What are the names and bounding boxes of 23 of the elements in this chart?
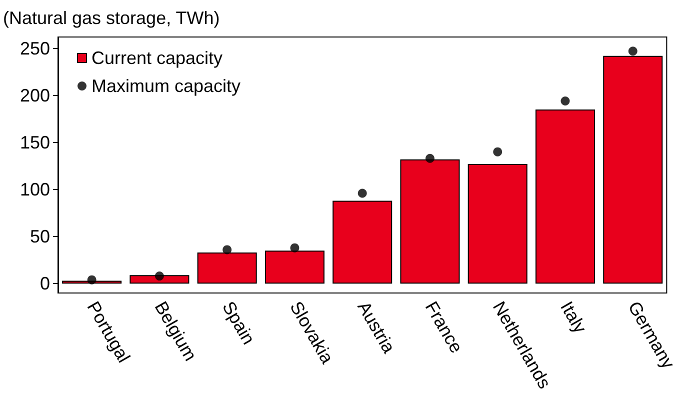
point — [628, 46, 638, 56]
point — [222, 245, 232, 254]
y-tick-label: 250 — [20, 38, 50, 58]
legend-label: Maximum capacity — [92, 76, 241, 96]
bar — [535, 109, 596, 284]
legend-label: Current capacity — [92, 48, 223, 68]
point — [290, 243, 300, 252]
x-tick-label: Italy — [556, 298, 590, 337]
bar — [130, 275, 190, 284]
y-tick-label: 0 — [40, 274, 50, 294]
y-tick-label: 50 — [30, 226, 50, 247]
y-tick-label: 100 — [20, 179, 50, 200]
y-axis-title: (Natural gas storage, TWh) — [3, 8, 220, 28]
y-tick-label: 200 — [20, 85, 50, 106]
point — [560, 96, 570, 106]
bar — [332, 200, 392, 284]
point — [358, 188, 367, 198]
bar — [468, 164, 528, 284]
point — [493, 147, 502, 156]
y-tick-label: 150 — [20, 132, 50, 152]
point — [425, 154, 434, 163]
point — [154, 272, 164, 281]
point — [87, 275, 96, 284]
